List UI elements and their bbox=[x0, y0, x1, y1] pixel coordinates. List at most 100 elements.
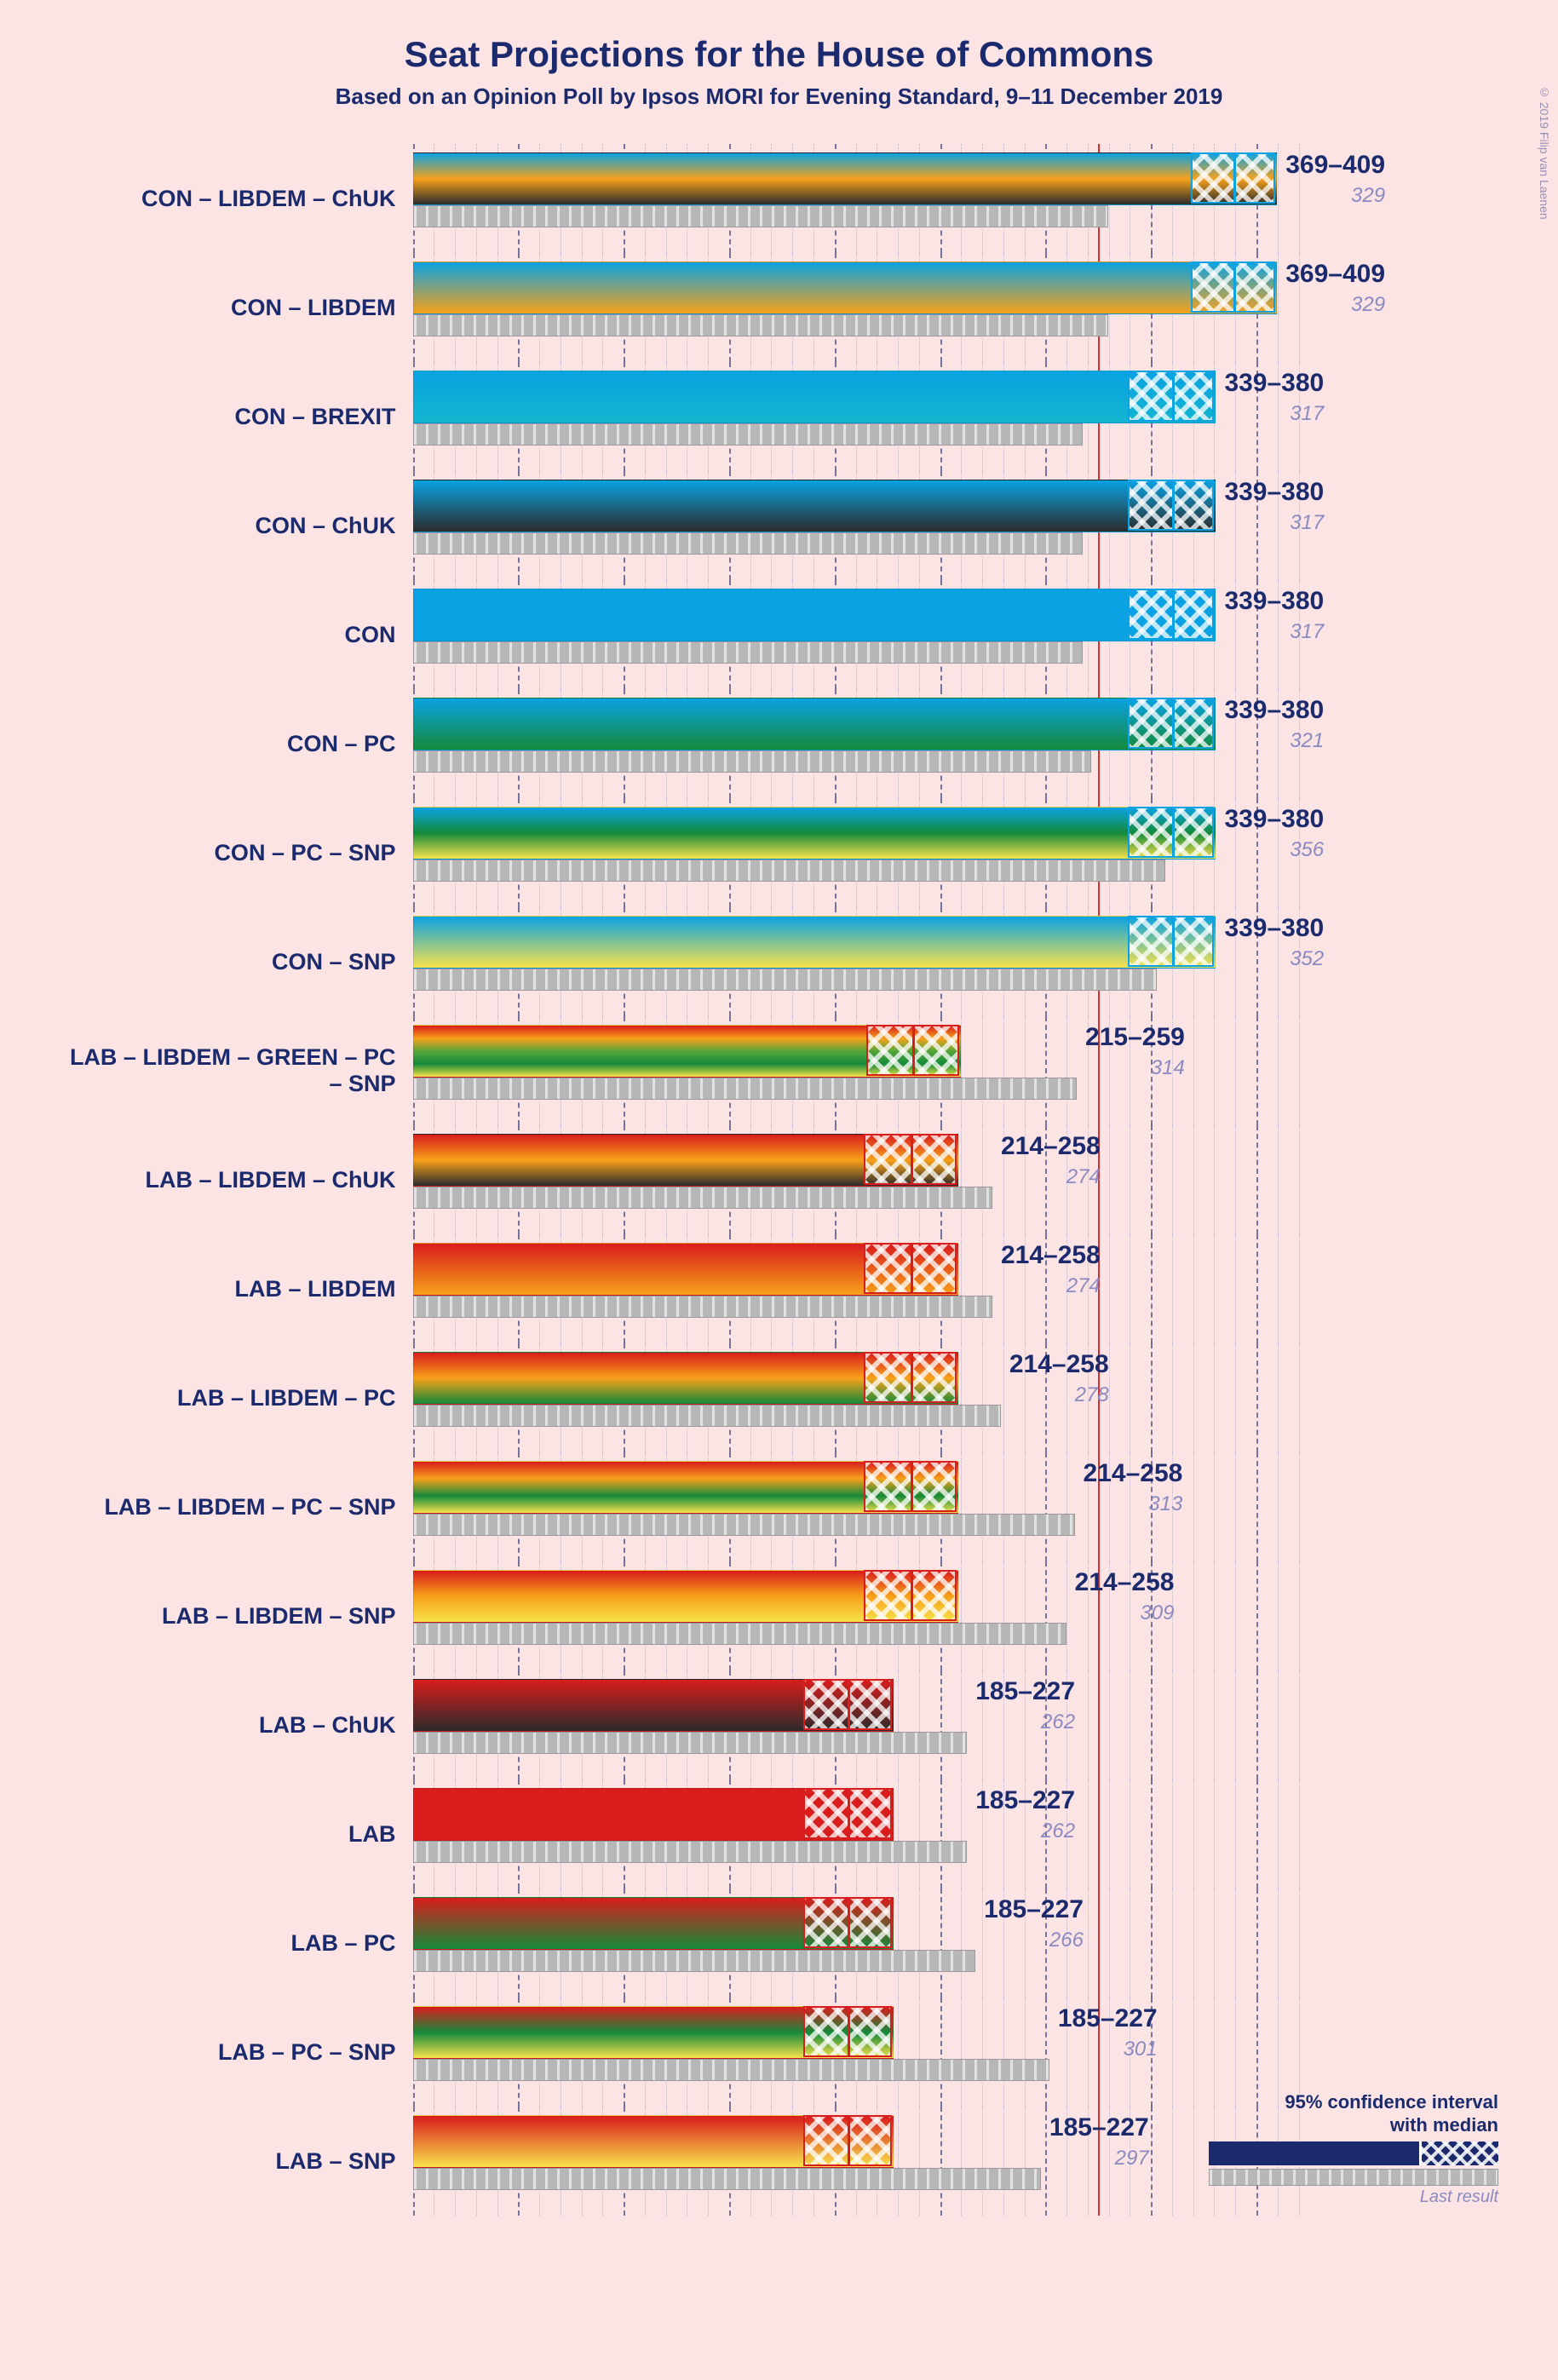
row-bar-area: 185–227266 bbox=[413, 1888, 1299, 1998]
value-last: 329 bbox=[1285, 294, 1385, 316]
plot-area: CON – LIBDEM – ChUK369–409329CON – LIBDE… bbox=[55, 144, 1503, 2216]
gridline-minor bbox=[1299, 1125, 1300, 1234]
value-last: 356 bbox=[1224, 839, 1324, 861]
row-bar-area: 214–258274 bbox=[413, 1125, 1299, 1234]
gridline-minor bbox=[1025, 2107, 1026, 2216]
chart-row: LAB – PC185–227266 bbox=[55, 1888, 1503, 1998]
majority-line bbox=[1098, 1888, 1100, 1998]
gridline-minor bbox=[1003, 2107, 1004, 2216]
row-label: LAB – LIBDEM – SNP bbox=[55, 1603, 413, 1630]
row-bar-area: 185–227 262 bbox=[413, 1779, 1299, 1888]
median-marker bbox=[911, 1243, 913, 1294]
legend: 95% confidence interval with median Last… bbox=[1209, 2091, 1498, 2207]
chart-row: LAB – LIBDEM – PC – SNP214–258313 bbox=[55, 1452, 1503, 1561]
value-last: 262 bbox=[975, 1820, 1075, 1842]
value-labels: 214–258313 bbox=[1073, 1461, 1183, 1515]
last-result-bar bbox=[413, 1296, 992, 1318]
row-label: LAB – LIBDEM – ChUK bbox=[55, 1167, 413, 1193]
gridline-minor bbox=[961, 1561, 962, 1670]
legend-ci-bar bbox=[1209, 2141, 1498, 2165]
chart-row: LAB – LIBDEM – PC 214–258 278 bbox=[55, 1343, 1503, 1452]
projection-bar bbox=[413, 589, 1216, 641]
gridline-minor bbox=[1172, 1998, 1173, 2107]
row-label: CON – PC bbox=[55, 731, 413, 757]
gridline-minor bbox=[1172, 1888, 1173, 1998]
gridline-minor bbox=[1109, 1670, 1110, 1779]
last-result-bar bbox=[413, 205, 1109, 227]
row-bar-area: 185–227301 bbox=[413, 1998, 1299, 2107]
value-range: 185–227 bbox=[975, 1788, 1075, 1814]
gridline-major bbox=[1256, 1670, 1258, 1779]
value-last: 274 bbox=[1001, 1275, 1101, 1297]
gridline-minor bbox=[1278, 1998, 1279, 2107]
last-result-bar bbox=[413, 314, 1109, 336]
median-marker bbox=[1172, 480, 1175, 531]
last-result-bar bbox=[413, 641, 1084, 664]
value-last: 321 bbox=[1224, 730, 1324, 752]
median-marker bbox=[1172, 698, 1175, 749]
gridline-minor bbox=[1214, 1779, 1215, 1888]
row-bar-area: 214–258274 bbox=[413, 1234, 1299, 1343]
gridline-minor bbox=[919, 1779, 920, 1888]
gridline-minor bbox=[1109, 1779, 1110, 1888]
median-marker bbox=[1172, 916, 1175, 967]
gridline-minor bbox=[1214, 1016, 1215, 1125]
chart-credit: © 2019 Filip van Laenen bbox=[1538, 85, 1551, 220]
median-marker bbox=[911, 1134, 913, 1185]
gridline-minor bbox=[1109, 1888, 1110, 1998]
projection-bar bbox=[413, 480, 1216, 532]
confidence-interval-border bbox=[1128, 698, 1215, 749]
chart-container: Seat Projections for the House of Common… bbox=[0, 0, 1558, 2267]
row-label: LAB – LIBDEM – PC bbox=[55, 1385, 413, 1411]
row-bar-area: 339–380317 bbox=[413, 580, 1299, 689]
gridline-minor bbox=[1172, 1125, 1173, 1234]
gridline-minor bbox=[1003, 1561, 1004, 1670]
last-result-bar bbox=[413, 2059, 1049, 2081]
chart-row: CON – BREXIT339–380317 bbox=[55, 362, 1503, 471]
gridline-minor bbox=[1025, 1561, 1026, 1670]
median-marker bbox=[1172, 371, 1175, 422]
row-label: LAB – LIBDEM – GREEN – PC – SNP bbox=[55, 1044, 413, 1097]
gridline-minor bbox=[982, 1998, 983, 2107]
chart-row: CON339–380317 bbox=[55, 580, 1503, 689]
value-last: 262 bbox=[975, 1711, 1075, 1733]
value-labels: 339–380317 bbox=[1214, 589, 1324, 643]
gridline-minor bbox=[1214, 1561, 1215, 1670]
chart-row: LAB185–227262 bbox=[55, 1779, 1503, 1888]
gridline-minor bbox=[1003, 1016, 1004, 1125]
gridline-minor bbox=[1299, 1343, 1300, 1452]
value-range: 339–380 bbox=[1224, 916, 1324, 941]
median-marker bbox=[848, 1788, 850, 1839]
projection-bar bbox=[413, 371, 1216, 423]
value-range: 339–380 bbox=[1224, 807, 1324, 832]
gridline-minor bbox=[1278, 1670, 1279, 1779]
gridline-major bbox=[1151, 2107, 1153, 2216]
gridline-minor bbox=[1214, 1234, 1215, 1343]
chart-row: CON – SNP339–380352 bbox=[55, 907, 1503, 1016]
gridline-minor bbox=[982, 1234, 983, 1343]
gridline-minor bbox=[1066, 1452, 1067, 1561]
gridline-minor bbox=[1193, 1234, 1194, 1343]
last-result-bar bbox=[413, 423, 1084, 446]
value-last: 329 bbox=[1285, 185, 1385, 207]
gridline-major bbox=[1151, 1343, 1153, 1452]
value-range: 339–380 bbox=[1224, 698, 1324, 723]
last-result-bar bbox=[413, 532, 1084, 555]
value-range: 214–258 bbox=[1009, 1352, 1109, 1377]
gridline-major bbox=[1256, 1343, 1258, 1452]
gridline-minor bbox=[961, 1125, 962, 1234]
chart-row: CON – LIBDEM369–409329 bbox=[55, 253, 1503, 362]
gridline-minor bbox=[961, 2107, 962, 2216]
gridline-minor bbox=[1172, 1234, 1173, 1343]
gridline-minor bbox=[1278, 1343, 1279, 1452]
value-labels: 339–380317 bbox=[1214, 480, 1324, 534]
value-last: 278 bbox=[1009, 1384, 1109, 1406]
row-label: CON – ChUK bbox=[55, 513, 413, 539]
gridline-major bbox=[1256, 1452, 1258, 1561]
value-last: 301 bbox=[1058, 2038, 1158, 2061]
gridline-minor bbox=[1235, 1125, 1236, 1234]
value-range: 215–259 bbox=[1085, 1025, 1185, 1050]
last-result-bar bbox=[413, 750, 1092, 773]
value-range: 339–380 bbox=[1224, 589, 1324, 614]
row-bar-area: 185–227262 bbox=[413, 1670, 1299, 1779]
